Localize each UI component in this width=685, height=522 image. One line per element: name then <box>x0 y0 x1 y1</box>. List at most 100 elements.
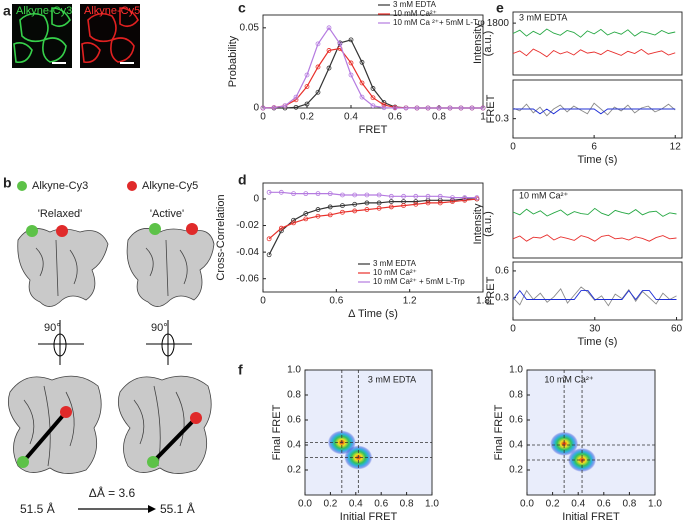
structure <box>117 375 212 474</box>
y-tick-label: 0.6 <box>495 266 509 277</box>
data-point <box>388 204 394 210</box>
data-point <box>447 105 453 111</box>
data-point <box>425 200 431 206</box>
data-point <box>315 64 321 70</box>
legend-label: 3 mM EDTA <box>373 259 417 268</box>
annotation: 10 mM Ca²⁺ <box>519 190 569 200</box>
data-point <box>474 195 480 201</box>
x-tick-label: 0.8 <box>432 112 446 123</box>
data-point <box>352 192 358 198</box>
x-tick-label: 0 <box>260 296 266 307</box>
y-axis-label: Probability <box>227 35 239 87</box>
data-point <box>392 105 398 111</box>
axes-frame <box>512 261 683 321</box>
x-tick-label: 1.2 <box>403 296 417 307</box>
annotation: 10 mM Ca²⁺ <box>544 374 594 384</box>
data-point <box>315 191 321 197</box>
data-point <box>326 65 332 71</box>
y-axis-label: FRET <box>485 276 497 305</box>
panel-label: f <box>238 362 243 378</box>
data-point <box>381 105 387 111</box>
y-tick-label: 0.4 <box>509 440 523 451</box>
structure <box>126 228 215 307</box>
x-tick-label: 0.4 <box>349 499 363 510</box>
axes-frame <box>304 369 433 496</box>
y-axis-label: Intensity <box>472 23 484 64</box>
plot-background <box>305 370 432 495</box>
x-tick-label: 0.6 <box>374 499 388 510</box>
data-point <box>376 205 382 211</box>
y-axis-label: Final FRET <box>493 404 505 460</box>
site-dot <box>147 456 159 468</box>
data-point <box>388 199 394 205</box>
data-point <box>381 102 387 108</box>
data-point <box>376 192 382 198</box>
data-point <box>327 191 333 197</box>
distance-label: 55.1 Å <box>160 501 195 516</box>
data-point <box>401 193 406 199</box>
data-point <box>437 200 443 206</box>
data-point <box>414 105 420 111</box>
data-point <box>370 95 376 101</box>
legend-label: 3 mM EDTA <box>393 0 437 9</box>
y-tick-label: 0.05 <box>240 22 260 33</box>
series-line <box>512 28 676 38</box>
data-point <box>271 105 277 111</box>
change-label: ΔÅ = 3.6 <box>89 485 136 500</box>
x-tick-label: 0.8 <box>622 499 636 510</box>
x-tick-label: 0 <box>510 324 516 335</box>
data-point <box>352 201 358 207</box>
data-point <box>282 103 288 109</box>
x-axis-label: Initial FRET <box>562 511 620 522</box>
y-tick-label: 0.6 <box>509 415 523 426</box>
data-point <box>315 207 321 212</box>
data-point <box>480 105 486 111</box>
arrow <box>78 505 156 513</box>
data-point <box>348 37 354 43</box>
x-tick-label: 1.0 <box>425 499 439 510</box>
x-tick-label: 1.8 <box>476 296 490 307</box>
y-tick-label: 0.6 <box>287 415 301 426</box>
data-point <box>436 105 442 111</box>
x-tick-label: 0.6 <box>388 112 402 123</box>
series-line <box>512 102 676 117</box>
data-point <box>352 208 358 214</box>
annotation: 3 mM EDTA <box>519 12 567 22</box>
data-point <box>326 48 332 53</box>
data-point <box>337 41 343 47</box>
site-dot <box>17 456 29 468</box>
x-tick-label: 0.8 <box>400 499 414 510</box>
x-axis-label: Δ Time (s) <box>348 308 398 320</box>
y-tick-label: 1800 <box>487 18 510 29</box>
data-point <box>315 89 321 95</box>
series-line <box>269 191 477 199</box>
x-axis-label: Initial FRET <box>340 511 398 522</box>
legend-label: Alkyne-Cy5 <box>142 180 198 192</box>
data-point <box>315 41 321 47</box>
data-point <box>266 252 272 258</box>
rotation-label: 90° <box>44 322 61 334</box>
axes-frame <box>262 14 484 109</box>
data-point <box>260 105 266 111</box>
site-dot <box>186 223 198 235</box>
data-point <box>340 203 345 208</box>
y-tick-label: 0.8 <box>287 390 301 401</box>
data-point <box>348 72 354 78</box>
series-line <box>512 286 677 307</box>
data-point <box>291 217 296 223</box>
data-point <box>340 209 345 215</box>
data-point <box>450 197 455 203</box>
y-tick-label: 0.3 <box>495 292 509 303</box>
x-axis-label: Time (s) <box>578 336 618 348</box>
micrograph <box>12 4 72 68</box>
x-tick-label: 0 <box>260 112 266 123</box>
site-dot <box>149 223 161 235</box>
axes-frame <box>526 369 656 496</box>
data-point <box>413 201 419 207</box>
data-point <box>291 220 296 226</box>
x-tick-label: 1.0 <box>648 499 662 510</box>
data-point <box>462 195 468 201</box>
site-dot <box>60 406 72 418</box>
data-point <box>370 86 376 91</box>
data-point <box>293 94 299 100</box>
